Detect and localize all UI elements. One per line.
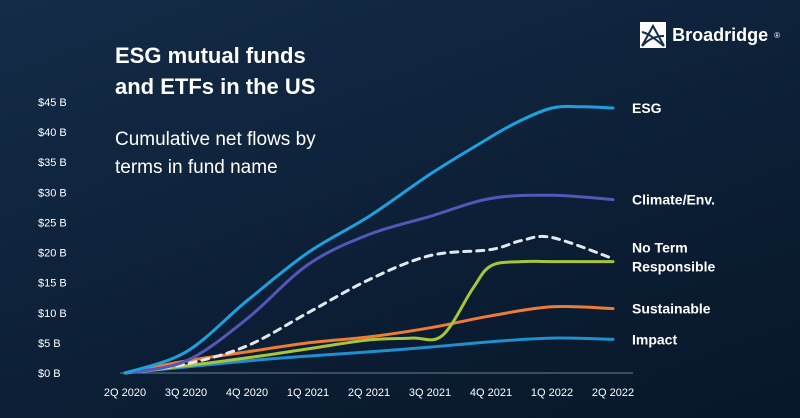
x-tick-label: 2Q 2020 (104, 387, 146, 399)
x-tick-label: 3Q 2020 (165, 387, 207, 399)
x-tick-label: 2Q 2022 (592, 387, 634, 399)
y-tick-label: $10 B (38, 308, 67, 320)
series-end-label: Impact (632, 331, 677, 347)
series-line-climate-env (123, 193, 615, 375)
x-tick-label: 2Q 2021 (348, 387, 390, 399)
chart-subtitle-line2: terms in fund name (115, 157, 278, 178)
y-tick-label: $40 B (38, 127, 67, 139)
x-tick-label: 1Q 2021 (287, 387, 329, 399)
series-line-no-term (123, 234, 615, 375)
series-end-label: ESG (632, 100, 662, 116)
x-tick-label: 4Q 2020 (226, 387, 268, 399)
y-tick-label: $20 B (38, 248, 67, 260)
chart-title: ESG mutual funds and ETFs in the US (115, 40, 375, 102)
y-tick-label: $35 B (38, 157, 67, 169)
x-tick-label: 4Q 2021 (470, 387, 512, 399)
brand-registered-mark: ® (774, 30, 780, 40)
series-end-label: Sustainable (632, 301, 711, 317)
y-tick-label: $0 B (38, 368, 61, 380)
series-end-label: Responsible (632, 259, 715, 275)
y-tick-label: $15 B (38, 278, 67, 290)
series-line-responsible (123, 259, 615, 375)
y-tick-label: $30 B (38, 187, 67, 199)
brand-name: Broadridge (672, 24, 769, 45)
series-line-esg (123, 104, 615, 375)
chart-title-line1: ESG mutual funds (115, 43, 306, 68)
y-tick-label: $5 B (38, 338, 61, 350)
y-tick-label: $25 B (38, 217, 67, 229)
brand-logo: Broadridge ® (640, 22, 780, 48)
chart-subtitle: Cumulative net flows by terms in fund na… (115, 126, 375, 182)
series-end-label: No Term (632, 240, 688, 256)
chart-subtitle-line1: Cumulative net flows by (115, 129, 316, 150)
series-end-label: Climate/Env. (632, 192, 715, 208)
series-line-impact (123, 336, 615, 375)
broadridge-logo-icon (640, 22, 667, 48)
x-tick-label: 3Q 2021 (409, 387, 451, 399)
y-tick-label: $45 B (38, 97, 67, 109)
series-line-sustainable (123, 305, 615, 375)
chart-title-line2: and ETFs in the US (115, 74, 316, 99)
x-tick-label: 1Q 2022 (531, 387, 573, 399)
